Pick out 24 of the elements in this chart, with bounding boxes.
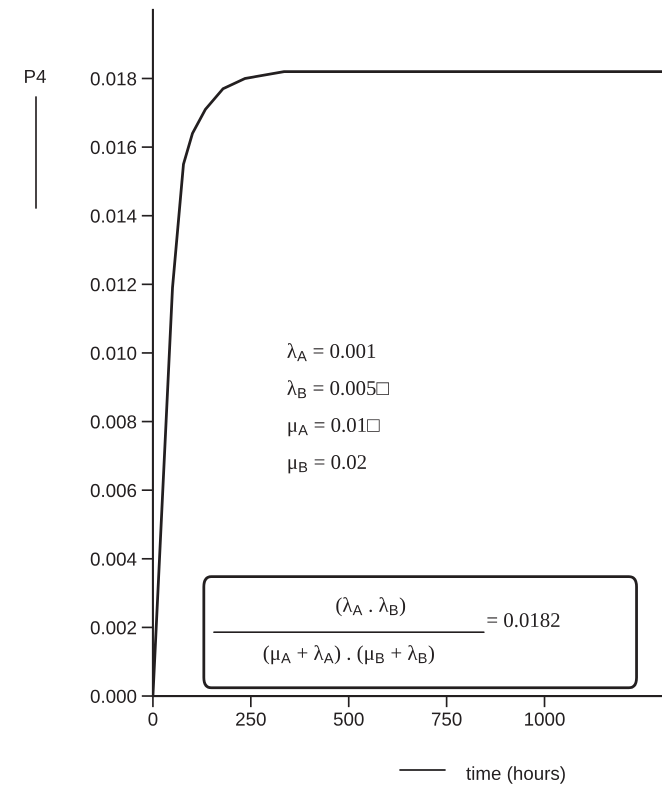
y-tick-label: 0.008: [90, 415, 136, 429]
y-tick-label: 0.018: [90, 72, 136, 86]
y-tick-label: 0.016: [90, 140, 136, 154]
x-tick-label: 1000: [525, 712, 565, 726]
x-tick-label: 500: [334, 712, 364, 726]
annotation: μ$_{B}$ = 0.02: [288, 455, 366, 474]
y-tick-label: 0.012: [90, 278, 136, 292]
x-tick-label: 250: [236, 712, 266, 726]
y-tick-label: 0.014: [90, 209, 136, 223]
x-tick-label: 750: [432, 712, 462, 726]
x-axis-title: time (hours): [466, 766, 565, 784]
y-axis-title: P4: [25, 70, 46, 83]
y-tick-label: 0.002: [90, 621, 136, 634]
annotation: λ$_{B}$ = 0.005□: [287, 380, 389, 398]
annotation: = 0.0182: [487, 613, 560, 628]
annotation: (λ$_{A}$ . λ$_{B}$): [336, 597, 406, 616]
annotation: λ$_{A}$ = 0.001: [287, 343, 376, 362]
annotation: μ$_{A}$ = 0.01□: [288, 418, 380, 436]
y-tick-label: 0.000: [90, 690, 136, 703]
text: (μ$_{A}$ + λ$_{A}$) . (μ$_{B}$ + λ$_{B}$): [264, 645, 434, 664]
y-tick-label: 0.004: [90, 552, 136, 566]
y-tick-label: 0.010: [90, 346, 136, 360]
x-tick-label: 0: [148, 712, 158, 726]
y-tick-label: 0.006: [90, 484, 136, 498]
